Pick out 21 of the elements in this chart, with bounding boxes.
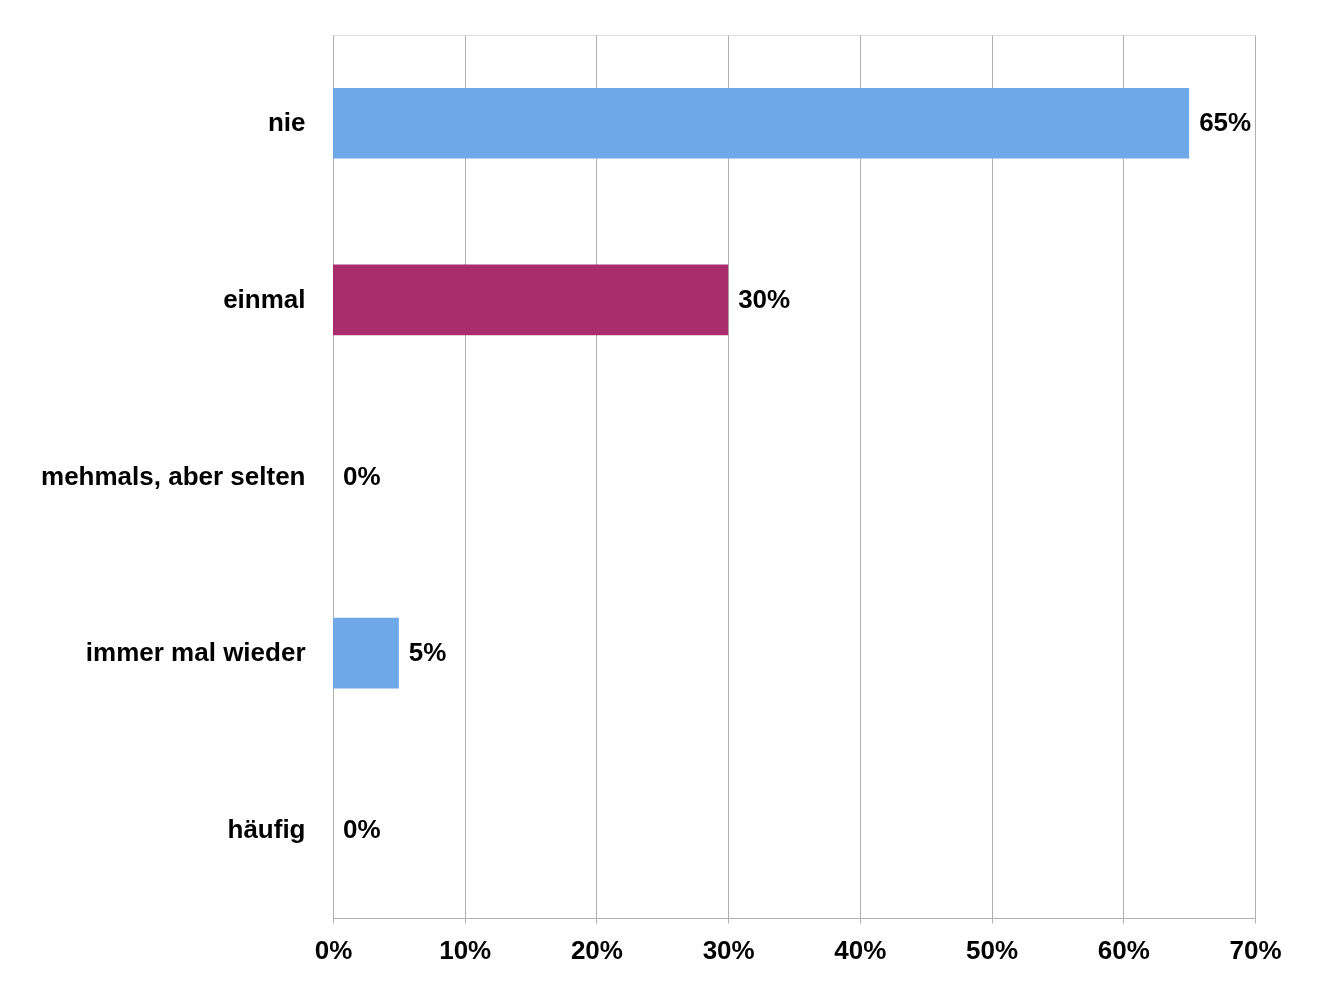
data-label: 65% (1199, 107, 1252, 138)
bar (333, 87, 1190, 159)
bar (333, 617, 399, 689)
data-label: 0% (343, 460, 381, 491)
y-tick-label: einmal (223, 283, 306, 314)
y-tick-label: nie (267, 107, 306, 138)
x-tick-label: 30% (702, 934, 755, 965)
x-tick-label: 50% (966, 934, 1019, 965)
x-tick-label: 40% (834, 934, 887, 965)
data-label: 0% (343, 813, 381, 844)
y-tick-label: mehmals, aber selten (41, 460, 306, 491)
x-tick-label: 10% (439, 934, 492, 965)
y-tick-label: immer mal wieder (85, 637, 306, 668)
bar (333, 264, 729, 336)
data-label: 30% (738, 283, 791, 314)
y-tick-label: häufig (227, 813, 306, 844)
x-tick-label: 60% (1097, 934, 1150, 965)
data-label: 5% (408, 637, 447, 668)
x-tick-label: 0% (314, 934, 353, 965)
x-tick-label: 20% (570, 934, 623, 965)
x-tick-label: 70% (1229, 934, 1282, 965)
